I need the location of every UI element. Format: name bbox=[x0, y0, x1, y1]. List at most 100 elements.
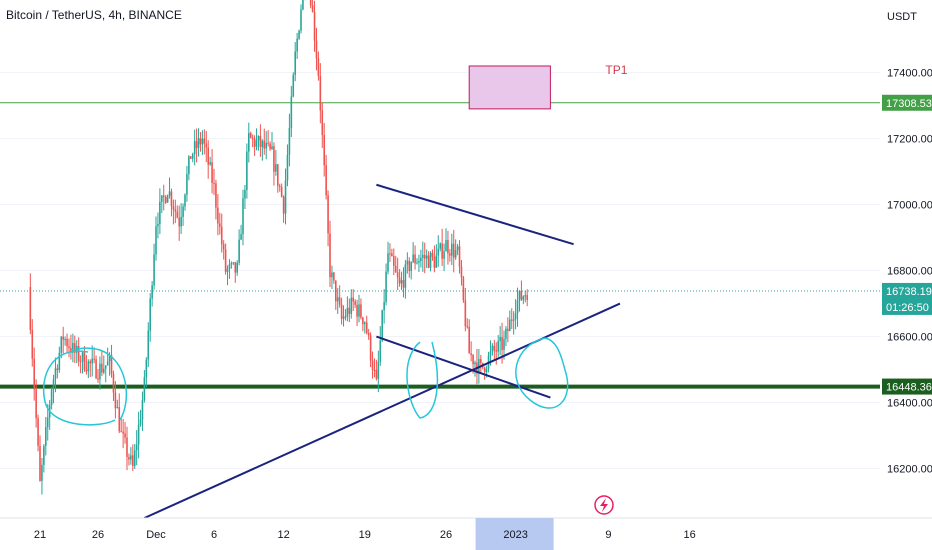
candle-body bbox=[512, 319, 515, 321]
candle-body bbox=[124, 433, 126, 438]
candle-body bbox=[394, 265, 397, 273]
price-tick-label: 16200.00 bbox=[887, 464, 932, 476]
candle-body bbox=[391, 253, 393, 257]
candle-body bbox=[174, 209, 177, 212]
candle-body bbox=[489, 351, 492, 356]
candle-body bbox=[327, 195, 329, 234]
candle-body bbox=[360, 304, 362, 318]
candle-body bbox=[271, 146, 273, 150]
candle-body bbox=[277, 164, 279, 186]
candle-body bbox=[191, 154, 194, 159]
candle-body bbox=[470, 353, 472, 355]
time-axis[interactable]: 21 26 Dec 6 12 19 26 2023 9 16 bbox=[0, 517, 932, 550]
candle-body bbox=[66, 338, 68, 347]
candle-body bbox=[135, 444, 138, 451]
candle-body bbox=[50, 389, 53, 406]
candle-body bbox=[468, 326, 470, 354]
candle-body bbox=[412, 254, 414, 262]
candle-body bbox=[352, 297, 354, 302]
candle-body bbox=[336, 297, 339, 302]
hand-drawn-circles bbox=[42, 337, 569, 426]
current-price-tag-text: 16738.19 bbox=[886, 286, 932, 298]
candle-body bbox=[41, 464, 43, 481]
candle-body bbox=[77, 345, 80, 362]
candle-body bbox=[321, 110, 324, 136]
candle-body bbox=[425, 255, 428, 259]
candle-body bbox=[335, 280, 337, 302]
candle-body bbox=[143, 377, 146, 400]
candle-body bbox=[348, 307, 351, 314]
candle-body bbox=[342, 316, 345, 319]
candle-body bbox=[522, 296, 525, 300]
price-axis[interactable]: USDT 17400.00 17200.00 17000.00 16800.00 1660… bbox=[880, 0, 932, 550]
candle-body bbox=[46, 417, 49, 428]
candle-body bbox=[263, 140, 266, 149]
candle-body bbox=[149, 298, 151, 331]
candle-body bbox=[101, 363, 103, 373]
candle-body bbox=[217, 207, 219, 224]
candle-body bbox=[213, 182, 215, 184]
candle-body bbox=[273, 146, 275, 172]
candle-body bbox=[449, 253, 451, 256]
candle-body bbox=[423, 254, 426, 259]
candle-body bbox=[439, 243, 441, 249]
candle-body bbox=[170, 191, 173, 207]
candle-body bbox=[433, 256, 436, 268]
candle-body bbox=[443, 251, 445, 259]
candle-body bbox=[45, 427, 47, 446]
candle-body bbox=[387, 253, 389, 272]
candle-body bbox=[418, 261, 420, 263]
candle-body bbox=[118, 407, 121, 432]
candle-body bbox=[209, 162, 211, 165]
candle-body bbox=[389, 253, 391, 255]
candle-body bbox=[228, 264, 231, 269]
time-tick-label: 26 bbox=[92, 529, 104, 541]
candle-body bbox=[416, 262, 418, 264]
candle-body bbox=[493, 345, 496, 351]
time-tick-label: 12 bbox=[277, 529, 289, 541]
candle-body bbox=[211, 162, 213, 183]
candle-body bbox=[265, 142, 267, 149]
candle-body bbox=[257, 136, 260, 141]
candle-body bbox=[284, 180, 287, 214]
candle-body bbox=[503, 338, 505, 350]
candle-body bbox=[414, 254, 416, 264]
candle-body bbox=[379, 340, 382, 362]
chart-title: Bitcoin / TetherUS, 4h, BINANCE bbox=[6, 8, 182, 22]
candle-body bbox=[344, 316, 347, 318]
candle-body bbox=[91, 358, 93, 364]
candle-body bbox=[147, 330, 150, 360]
candle-body bbox=[161, 195, 163, 202]
candle-body bbox=[180, 216, 182, 227]
candle-body bbox=[120, 431, 122, 433]
candle-body bbox=[43, 445, 45, 465]
candle-body bbox=[377, 361, 380, 379]
candle-body bbox=[234, 262, 237, 273]
candle-body bbox=[454, 250, 457, 258]
candle-body bbox=[466, 326, 469, 328]
candle-body bbox=[259, 136, 262, 148]
candle-body bbox=[437, 248, 440, 256]
candle-body bbox=[520, 290, 523, 300]
candle-body bbox=[452, 243, 455, 258]
candle-body bbox=[485, 368, 488, 373]
candle-body bbox=[159, 201, 161, 224]
candle-body bbox=[300, 9, 302, 31]
candle-body bbox=[220, 226, 223, 245]
candle-body bbox=[396, 272, 399, 278]
price-tick-label: 17200.00 bbox=[887, 134, 932, 146]
candle-body bbox=[375, 370, 378, 379]
candle-body bbox=[445, 240, 447, 252]
candle-body bbox=[199, 138, 202, 145]
target-zone[interactable]: TP1 bbox=[468, 63, 628, 110]
candle-body bbox=[358, 304, 360, 317]
candle-body bbox=[110, 355, 113, 374]
lightning-icon[interactable] bbox=[594, 495, 614, 515]
candle-body bbox=[93, 358, 95, 360]
candle-body bbox=[238, 239, 240, 263]
candle-body bbox=[367, 332, 370, 336]
candle-body bbox=[219, 223, 221, 227]
candle-body bbox=[402, 280, 405, 288]
candle-body bbox=[331, 272, 333, 278]
